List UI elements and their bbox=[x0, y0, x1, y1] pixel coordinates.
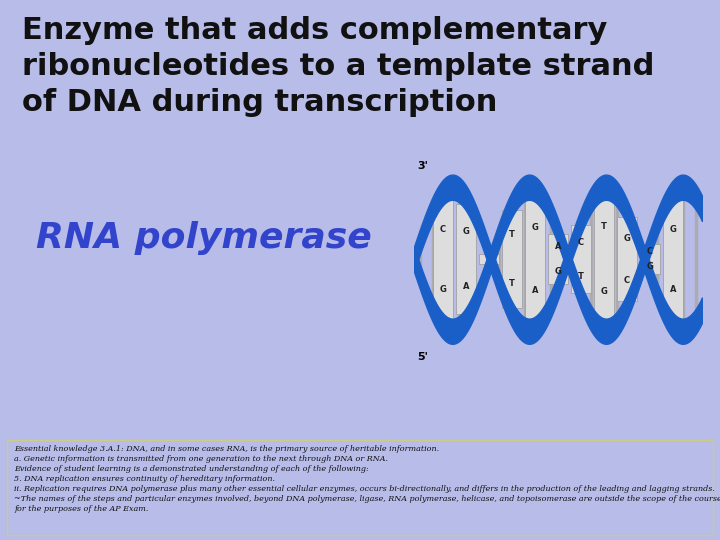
Bar bbox=[479, 254, 499, 264]
Text: G: G bbox=[462, 227, 469, 236]
Text: G: G bbox=[600, 287, 608, 296]
Text: G: G bbox=[554, 267, 562, 276]
Text: T: T bbox=[509, 279, 515, 288]
Text: G: G bbox=[670, 225, 677, 234]
Bar bbox=[502, 210, 522, 308]
Bar bbox=[617, 217, 637, 301]
Text: C: C bbox=[624, 276, 630, 285]
Text: T: T bbox=[509, 230, 515, 239]
Text: Essential knowledge 3.A.1: DNA, and in some cases RNA, is the primary source of : Essential knowledge 3.A.1: DNA, and in s… bbox=[14, 445, 720, 514]
Text: 3': 3' bbox=[417, 161, 428, 171]
Bar bbox=[433, 199, 453, 319]
Bar bbox=[663, 199, 683, 319]
Text: T: T bbox=[578, 272, 584, 281]
Bar bbox=[548, 234, 568, 284]
Bar bbox=[594, 194, 614, 324]
Text: Enzyme that adds complementary
ribonucleotides to a template strand
of DNA durin: Enzyme that adds complementary ribonucle… bbox=[22, 16, 654, 117]
Bar bbox=[456, 204, 476, 314]
Text: A: A bbox=[554, 242, 562, 251]
Bar bbox=[525, 196, 545, 322]
Text: G: G bbox=[624, 234, 631, 242]
Text: A: A bbox=[531, 286, 539, 295]
Text: C: C bbox=[647, 247, 653, 256]
Text: A: A bbox=[462, 282, 469, 291]
Text: 5': 5' bbox=[417, 352, 428, 362]
Bar bbox=[571, 225, 591, 293]
Text: G: G bbox=[531, 223, 539, 232]
Text: C: C bbox=[440, 225, 446, 234]
Text: G: G bbox=[439, 285, 446, 294]
Text: RNA polymerase: RNA polymerase bbox=[36, 221, 372, 254]
Bar bbox=[640, 244, 660, 274]
Text: G: G bbox=[647, 262, 654, 271]
Text: T: T bbox=[601, 222, 607, 232]
Text: C: C bbox=[578, 238, 584, 247]
Text: A: A bbox=[670, 285, 677, 294]
